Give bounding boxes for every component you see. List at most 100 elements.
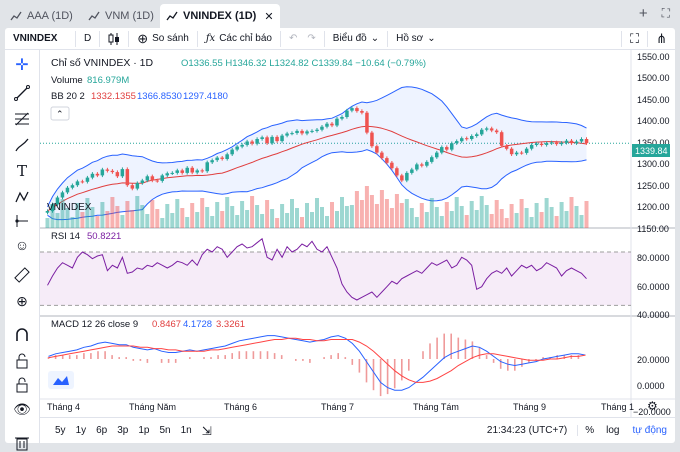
clock[interactable]: 21:34:23 (UTC+7) <box>486 425 568 436</box>
candle-body <box>549 142 554 144</box>
volume-bar <box>349 205 354 228</box>
candle-body <box>579 139 584 142</box>
trendline-icon[interactable] <box>13 84 31 102</box>
volume-bar <box>220 211 225 228</box>
chart-icon <box>166 11 178 21</box>
undo-icon[interactable]: ↶ <box>289 33 298 44</box>
fx-icon: ƒx <box>205 33 216 44</box>
candle-body <box>260 137 264 139</box>
range-1d[interactable]: 1n <box>180 425 192 436</box>
smiley-icon[interactable]: ☺ <box>14 237 30 253</box>
fullscreen-button[interactable]: ⛶ <box>661 6 670 20</box>
goto-date-icon[interactable]: ⇲ <box>201 423 212 438</box>
share-button[interactable]: ⋔ <box>648 28 675 50</box>
volume-bar <box>394 194 399 228</box>
close-icon[interactable]: ✕ <box>264 10 274 23</box>
candles-icon <box>108 32 120 45</box>
tab-vnm[interactable]: VNM (1D) <box>88 5 154 26</box>
interval-button[interactable]: D <box>76 28 99 50</box>
fib-icon[interactable] <box>13 110 31 128</box>
legend-rsi-label: RSI 14 <box>51 231 80 242</box>
redo-icon[interactable]: ↷ <box>307 33 316 44</box>
volume-bar <box>265 200 270 228</box>
volume-bar <box>65 208 70 228</box>
fullscreen-chart-button[interactable]: ⛶ <box>622 28 647 50</box>
profile-dropdown[interactable]: Hồ sơ ⌄ <box>388 28 444 50</box>
symbol-search[interactable]: VNINDEX <box>5 28 75 50</box>
volume-bar <box>310 212 314 228</box>
legend-collapse-button[interactable] <box>50 106 70 121</box>
volume-bar <box>105 211 110 228</box>
chart-type-dropdown[interactable]: Biểu đồ ⌄ <box>325 28 387 50</box>
candle-body <box>195 170 199 173</box>
volume-bar <box>70 217 75 228</box>
chart-icon <box>88 11 100 20</box>
candle-body <box>45 211 50 213</box>
volume-bar <box>364 186 369 228</box>
candle-body <box>160 175 164 181</box>
range-5y[interactable]: 5y <box>55 425 66 436</box>
volume-bar <box>125 201 130 228</box>
candle-body <box>145 176 150 181</box>
magnet-icon[interactable] <box>13 326 31 344</box>
volume-bar <box>549 207 554 228</box>
chart-area[interactable]: VNINDEX Chỉ số VNINDEX · 1D O1336.55 H13… <box>5 28 675 417</box>
legend-bb-label: BB 20 2 <box>51 91 85 102</box>
range-5d[interactable]: 5n <box>159 425 171 436</box>
volume-bar <box>50 204 55 228</box>
volume-bar <box>499 209 504 228</box>
prediction-icon[interactable] <box>13 212 31 230</box>
candle-body <box>499 132 504 146</box>
candle-body <box>70 185 75 188</box>
candle-type-button[interactable] <box>100 28 128 50</box>
volume-bar <box>215 202 220 228</box>
range-3m[interactable]: 3p <box>117 425 129 436</box>
unlock-icon[interactable] <box>13 376 31 394</box>
candle-body <box>330 123 334 126</box>
brush-icon[interactable] <box>13 136 31 154</box>
zoom-in-icon[interactable]: ⊕ <box>16 292 28 309</box>
crosshair-icon[interactable]: ✛ <box>15 57 29 74</box>
volume-bar <box>374 204 379 228</box>
trash-icon[interactable] <box>13 434 31 452</box>
volume-bar <box>359 200 364 228</box>
tab-vnindex[interactable]: VNINDEX (1D) ✕ <box>160 4 280 28</box>
candle-body <box>370 132 374 147</box>
macd-tick: 0.0000 <box>637 381 665 391</box>
range-1y[interactable]: 1y <box>75 425 87 436</box>
compare-button[interactable]: ⊕ So sánh <box>129 28 197 50</box>
add-tab-button[interactable]: + <box>638 5 648 22</box>
rsi-axis[interactable]: 80.0000 60.0000 40.0000 <box>637 253 670 320</box>
candle-body <box>445 147 449 150</box>
eye-icon[interactable]: 👁 <box>13 400 31 417</box>
tab-aaa[interactable]: AAA (1D) <box>10 5 73 26</box>
auto-toggle[interactable]: tự động <box>632 425 668 436</box>
percent-toggle[interactable]: % <box>577 425 601 436</box>
candle-body <box>225 154 229 159</box>
range-6m[interactable]: 6p <box>96 425 108 436</box>
volume-bar <box>584 201 589 228</box>
text-icon[interactable]: T <box>16 162 27 180</box>
profile-label: Hồ sơ <box>396 33 424 44</box>
rsi-tick: 40.0000 <box>637 310 670 320</box>
candle-body <box>140 180 145 183</box>
volume-bar <box>399 203 404 228</box>
ruler-icon[interactable] <box>13 266 31 284</box>
pattern-icon[interactable] <box>13 188 31 206</box>
candle-body <box>165 173 169 176</box>
indicators-button[interactable]: ƒx Các chỉ báo <box>198 28 280 50</box>
watermark: VNINDEX <box>47 202 92 213</box>
volume-bar <box>45 218 50 228</box>
candle-body <box>480 129 484 135</box>
log-toggle[interactable]: log <box>606 425 620 436</box>
lock-drawing-icon[interactable] <box>13 352 31 370</box>
chevron-down-icon: ⌄ <box>370 33 380 44</box>
volume-bar <box>55 213 60 228</box>
macd-axis[interactable]: 20.0000 0.0000 −20.0000 <box>633 355 671 417</box>
price-axis[interactable]: 1550.00 1500.00 1450.00 1400.00 1350.00 … <box>632 52 670 234</box>
range-1m[interactable]: 1p <box>138 425 150 436</box>
volume-bar <box>484 205 489 228</box>
candle-body <box>265 137 269 144</box>
volume-bar <box>145 214 150 228</box>
candle-body <box>365 112 369 133</box>
